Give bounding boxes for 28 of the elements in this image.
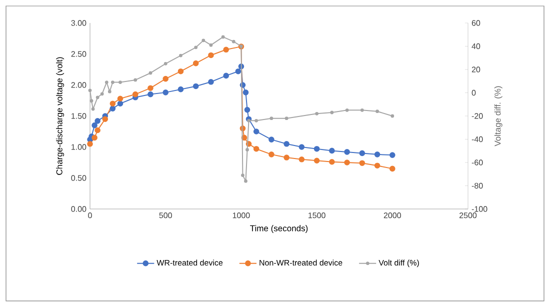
x-tick-label: 2500 [460,212,477,218]
y2-tick-label: 40 [472,43,480,50]
y-tick-label: 1.00 [72,144,86,150]
x-tick-label: 500 [159,212,172,218]
y2-tick-label: 0 [472,90,476,96]
y-axis-title: Charge-discharge voltage (volt) [56,57,64,175]
y-tick-label: 2.50 [71,51,86,57]
x-tick-label: 0 [88,212,92,218]
legend-label: Non-WR-treated device [260,260,342,266]
x-tick-label: 1500 [308,212,326,218]
y2-tick-label: -20 [472,113,483,119]
y-tick-label: 1.50 [72,113,86,119]
legend-label: Volt diff (%) [378,260,419,268]
y-tick-label: 0.00 [71,206,86,212]
y-tick-label: 0.50 [71,175,86,181]
y2-tick-label: 20 [472,66,480,72]
y-tick-label: 2.00 [71,82,86,88]
y2-tick-label: -40 [472,136,483,142]
x-tick-label: 2000 [384,212,401,218]
y2-tick-label: -60 [472,160,483,166]
y2-tick-label: 60 [472,20,480,26]
y2-tick-label: -100 [472,206,488,212]
legend-label: WR-treated device [156,260,223,266]
x-tick-label: 1000 [232,212,250,218]
y2-axis-title: Voltage diff. (%) [494,86,502,146]
y2-tick-label: -80 [472,182,483,189]
x-axis-title: Time (seconds) [250,225,308,233]
y-tick-label: 3.00 [71,20,86,26]
